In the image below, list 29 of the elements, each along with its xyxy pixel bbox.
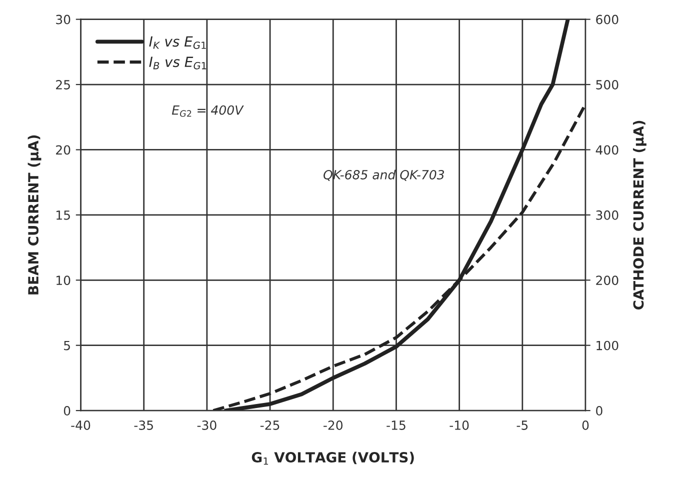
x-tick-label: -40 xyxy=(71,420,90,430)
y-tick-label: 15 xyxy=(56,210,70,220)
y-tick-label: 5 xyxy=(64,340,70,350)
y2-tick-label: 100 xyxy=(596,340,618,350)
y2-tick-label: 400 xyxy=(596,145,618,155)
y2-tick-label: 200 xyxy=(596,276,618,286)
x-tick-label: -35 xyxy=(134,420,153,430)
annotation: E$_{G2}$ = 400V xyxy=(172,105,244,117)
y-tick-label: 10 xyxy=(56,276,70,286)
y2-tick-label: 0 xyxy=(596,406,602,416)
y2-tick-label: 600 xyxy=(596,14,618,24)
y-tick-label: 30 xyxy=(56,14,70,24)
x-tick-label: -25 xyxy=(260,420,280,430)
legend-label: I$_{B}$ vs E$_{G1}$ xyxy=(149,56,206,70)
x-axis-title: G$_{1}$ VOLTAGE (VOLTS) xyxy=(252,452,414,465)
x-tick-label: -15 xyxy=(386,420,406,430)
x-tick-label: 0 xyxy=(582,420,589,430)
x-tick-label: -5 xyxy=(516,420,528,430)
x-tick-label: -30 xyxy=(197,420,216,430)
y-tick-label: 25 xyxy=(56,80,70,90)
y-axis-title: BEAM CURRENT (μA) xyxy=(28,135,42,294)
y-tick-label: 20 xyxy=(56,145,70,155)
y2-axis-title: CATHODE CURRENT (μA) xyxy=(632,120,646,310)
y-tick-label: 0 xyxy=(64,406,70,416)
x-tick-label: -20 xyxy=(324,420,343,430)
y2-tick-label: 500 xyxy=(596,80,618,90)
y2-tick-label: 300 xyxy=(596,210,618,220)
legend-label: I$_{K}$ vs E$_{G1}$ xyxy=(149,36,206,49)
x-tick-label: -10 xyxy=(450,420,469,430)
